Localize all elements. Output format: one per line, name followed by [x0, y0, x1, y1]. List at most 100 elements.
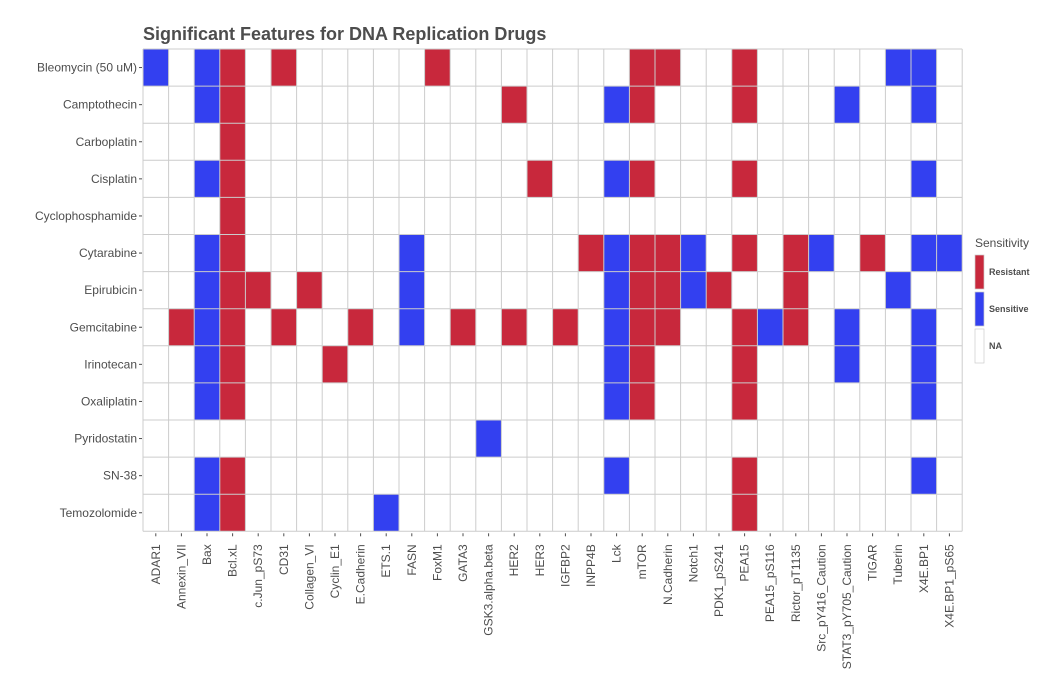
heatmap-cell: [731, 382, 758, 420]
y-tick-label: Temozolomide: [60, 506, 138, 520]
x-tick-label: FASN: [405, 544, 419, 575]
heatmap-cell: [194, 457, 220, 495]
heatmap-cell: [911, 308, 937, 346]
x-tick-label: Cyclin_E1: [328, 544, 342, 598]
legend-title: Sensitivity: [975, 236, 1029, 250]
heatmap-cell: [219, 234, 246, 272]
x-tick-label: Src_pY416_Caution: [814, 544, 828, 651]
heatmap-cell: [731, 308, 758, 346]
heatmap-cell: [603, 234, 630, 272]
plot-area: [142, 48, 963, 532]
heatmap-cell: [629, 160, 655, 198]
heatmap-cell: [680, 234, 707, 272]
heatmap-cell: [783, 271, 809, 309]
x-tick-label: PEA15: [738, 544, 752, 582]
heatmap-cell: [219, 160, 246, 198]
heatmap-cell: [655, 271, 681, 309]
heatmap-cell: [911, 382, 937, 420]
x-tick-label: Bcl.xL: [226, 544, 240, 577]
heatmap-cell: [450, 308, 476, 346]
heatmap-cell: [578, 234, 604, 272]
x-tick-label: mTOR: [635, 544, 649, 579]
heatmap-cell: [194, 86, 220, 124]
heatmap-cell: [603, 86, 630, 124]
x-tick-label: PDK1_pS241: [712, 544, 726, 617]
y-tick-label: Irinotecan: [84, 357, 137, 371]
heatmap-cell: [911, 160, 937, 198]
y-tick-label: Camptothecin: [63, 98, 137, 112]
heatmap-cell: [219, 345, 246, 383]
chart-title: Significant Features for DNA Replication…: [143, 24, 546, 44]
y-tick-label: Cyclophosphamide: [35, 209, 137, 223]
x-tick-label: E.Cadherin: [354, 544, 368, 604]
heatmap-cell: [731, 49, 758, 87]
heatmap-cell: [399, 234, 425, 272]
heatmap-cell: [194, 345, 220, 383]
x-tick-label: Bax: [200, 544, 214, 565]
heatmap-cell: [731, 160, 758, 198]
x-tick-label: Notch1: [686, 544, 700, 582]
heatmap-cell: [629, 308, 655, 346]
heatmap-cell: [655, 49, 681, 87]
heatmap-cell: [731, 86, 758, 124]
heatmap-cell: [911, 345, 937, 383]
heatmap-cell: [911, 49, 937, 87]
heatmap-cell: [629, 382, 655, 420]
heatmap-cell: [603, 271, 630, 309]
heatmap-cell: [629, 86, 655, 124]
heatmap-cell: [271, 49, 297, 87]
heatmap-cell: [219, 197, 246, 235]
heatmap-cell: [936, 234, 963, 272]
x-tick-label: ADAR1: [149, 544, 163, 584]
x-tick-label: CD31: [277, 544, 291, 575]
heatmap-cell: [603, 345, 630, 383]
x-tick-label: Lck: [610, 543, 624, 563]
heatmap-cell: [834, 308, 860, 346]
heatmap-cell: [143, 49, 169, 87]
heatmap-cell: [194, 49, 220, 87]
heatmap-cell: [194, 234, 220, 272]
heatmap-cell: [706, 271, 732, 309]
heatmap-cell: [373, 494, 399, 532]
heatmap-cell: [347, 308, 374, 346]
heatmap-cell: [603, 308, 630, 346]
x-tick-label: ETS.1: [379, 544, 393, 578]
heatmap-cell: [219, 49, 246, 87]
heatmap-cell: [219, 123, 246, 161]
x-tick-label: Tuberin: [891, 544, 905, 584]
y-tick-label: SN-38: [103, 469, 137, 483]
heatmap-cell: [475, 420, 502, 458]
heatmap-cell: [296, 271, 323, 309]
heatmap-cell: [603, 160, 630, 198]
x-tick-label: GSK3.alpha.beta: [482, 544, 496, 636]
x-tick-label: Rictor_pT1135: [789, 544, 803, 622]
heatmap-cell: [783, 308, 809, 346]
heatmap-cell: [424, 49, 451, 87]
heatmap-cell: [911, 457, 937, 495]
heatmap-cell: [219, 382, 246, 420]
heatmap-cell: [194, 308, 220, 346]
heatmap-cell: [731, 494, 758, 532]
heatmap-cell: [194, 494, 220, 532]
x-tick-label: TIGAR: [866, 544, 880, 581]
heatmap-cell: [245, 271, 271, 309]
heatmap-cell: [680, 271, 707, 309]
heatmap-cell: [911, 234, 937, 272]
heatmap-cell: [885, 49, 911, 87]
y-tick-label: Oxaliplatin: [81, 394, 137, 408]
x-tick-label: INPP4B: [584, 544, 598, 587]
heatmap-cell: [168, 308, 195, 346]
heatmap-cell: [194, 271, 220, 309]
y-tick-label: Epirubicin: [84, 283, 137, 297]
y-tick-label: Gemcitabine: [70, 320, 138, 334]
heatmap-cell: [219, 457, 246, 495]
heatmap-cell: [603, 457, 630, 495]
heatmap-cell: [194, 160, 220, 198]
x-tick-label: IGFBP2: [558, 544, 572, 587]
y-tick-label: Cisplatin: [91, 172, 137, 186]
heatmap-cell: [552, 308, 579, 346]
heatmap-cell: [655, 308, 681, 346]
x-tick-label: c.Jun_pS73: [251, 544, 265, 608]
heatmap-cell: [834, 345, 860, 383]
